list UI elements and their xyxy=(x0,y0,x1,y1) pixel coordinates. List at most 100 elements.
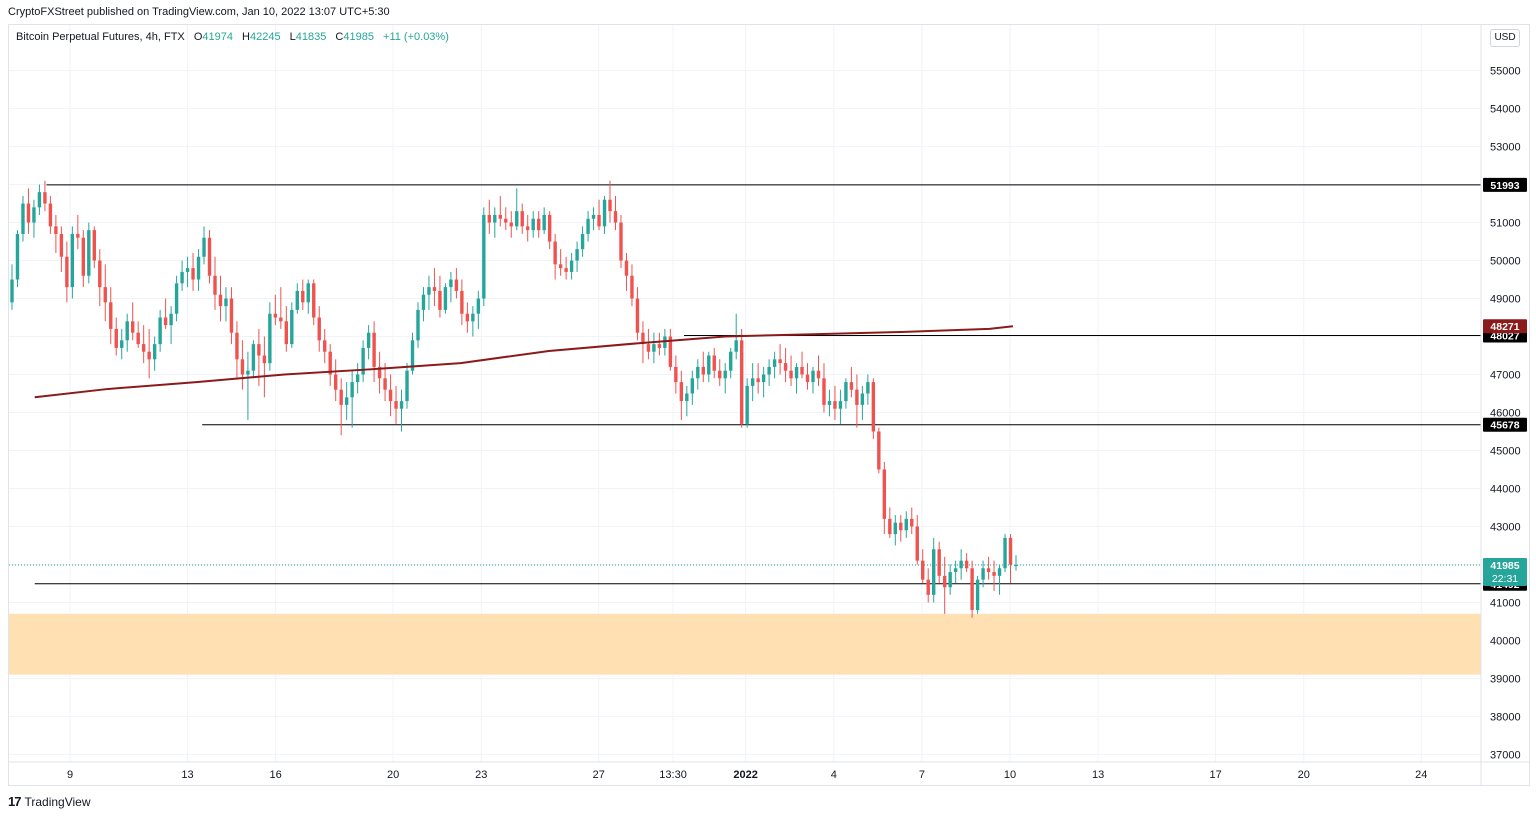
candle-body xyxy=(586,218,590,234)
y-tick-label: 40000 xyxy=(1490,635,1521,647)
candle-body xyxy=(696,366,700,379)
publisher-line: CryptoFXStreet published on TradingView.… xyxy=(8,6,390,18)
candle-body xyxy=(344,397,349,405)
candle-body xyxy=(147,351,151,360)
low-value: 41835 xyxy=(295,31,327,43)
candle-body xyxy=(333,374,338,390)
x-tick-label: 27 xyxy=(593,769,605,781)
candle-body xyxy=(1003,537,1007,569)
candle-body xyxy=(366,332,371,348)
y-tick-label: 41000 xyxy=(1490,597,1521,609)
candle-body xyxy=(213,275,217,295)
candle-body xyxy=(877,431,881,470)
y-tick-label: 54000 xyxy=(1490,104,1521,116)
level-layer xyxy=(9,184,1481,585)
currency-button[interactable]: USD xyxy=(1490,29,1520,47)
candle-body xyxy=(240,359,245,375)
y-tick-label: 50000 xyxy=(1490,256,1521,268)
candle-body xyxy=(794,366,799,379)
low-label: L xyxy=(289,31,296,43)
candle-body xyxy=(975,579,980,611)
candle-body xyxy=(970,568,974,611)
y-tick-label: 44000 xyxy=(1490,483,1521,495)
candle-body xyxy=(163,317,168,326)
candle-body xyxy=(531,218,535,231)
candle-body xyxy=(59,233,64,257)
candle-body xyxy=(619,222,623,261)
candle-body xyxy=(355,374,360,383)
candle-body xyxy=(383,378,387,390)
candle-body xyxy=(443,287,448,310)
candle-body xyxy=(509,222,513,227)
candle-body xyxy=(493,214,497,223)
level-price-tag xyxy=(1483,417,1527,432)
candle-body xyxy=(350,382,354,398)
candle-body xyxy=(70,233,75,288)
candle-body xyxy=(76,233,80,238)
x-tick-label: 17 xyxy=(1210,769,1222,781)
current-price-tag-label: 41985 xyxy=(1490,560,1519,572)
x-tick-label: 13 xyxy=(181,769,193,781)
candle-body xyxy=(399,401,404,409)
candle-body xyxy=(992,572,996,576)
candle-body xyxy=(130,321,135,333)
y-tick-label: 53000 xyxy=(1490,142,1521,154)
candle-body xyxy=(410,340,415,371)
open-value: 41974 xyxy=(202,31,233,43)
candle-body xyxy=(207,237,212,276)
candle-body xyxy=(569,260,574,272)
candle-body xyxy=(833,401,837,409)
candle-body xyxy=(180,271,184,284)
candle-body xyxy=(504,218,508,223)
candle-body xyxy=(339,389,343,405)
candle-body xyxy=(630,275,634,299)
candle-body xyxy=(981,568,985,580)
chart-frame xyxy=(8,24,1530,786)
candle-body xyxy=(65,256,69,288)
candle-body xyxy=(729,351,733,371)
tradingview-logo[interactable]: 17 TradingView xyxy=(8,794,91,809)
candle-body xyxy=(921,560,925,580)
candle-body xyxy=(465,313,470,322)
candle-body xyxy=(734,340,738,352)
candle-body xyxy=(805,374,810,383)
candle-body xyxy=(174,283,179,314)
candle-body xyxy=(185,268,190,272)
candle-body xyxy=(904,518,908,531)
candle-body xyxy=(262,355,267,364)
candle-body xyxy=(152,344,157,360)
candle-body xyxy=(32,207,36,223)
candle-body xyxy=(454,279,459,291)
candle-body xyxy=(547,214,552,242)
candle-body xyxy=(21,203,25,234)
candle-body xyxy=(663,336,667,348)
candle-body xyxy=(701,366,705,375)
candle-body xyxy=(932,549,936,595)
candle-body xyxy=(482,214,486,299)
candle-body xyxy=(685,393,689,402)
candle-body xyxy=(882,469,887,519)
candle-body xyxy=(591,214,596,219)
candle-body xyxy=(800,366,804,375)
x-tick-label: 9 xyxy=(67,769,73,781)
candle-body xyxy=(553,241,557,265)
close-label: C xyxy=(335,31,344,43)
candle-body xyxy=(235,332,239,360)
candle-body xyxy=(942,575,947,588)
axis-layer: 3700038000390004000041000420004300044000… xyxy=(9,25,1529,786)
candle-body xyxy=(778,359,782,364)
y-tick-label: 45000 xyxy=(1490,445,1521,457)
x-tick-label: 2022 xyxy=(733,769,757,781)
candle-body xyxy=(964,560,969,569)
candle-body xyxy=(317,317,321,341)
candle-body xyxy=(1008,537,1013,565)
candle-body xyxy=(229,298,234,333)
ma-price-tag-label: 48271 xyxy=(1490,321,1519,333)
candle-body xyxy=(542,214,546,231)
candle-body xyxy=(290,309,294,345)
candle-body xyxy=(910,518,914,527)
candle-body xyxy=(1014,565,1018,567)
x-tick-label: 20 xyxy=(1298,769,1310,781)
candle-body xyxy=(838,401,843,409)
